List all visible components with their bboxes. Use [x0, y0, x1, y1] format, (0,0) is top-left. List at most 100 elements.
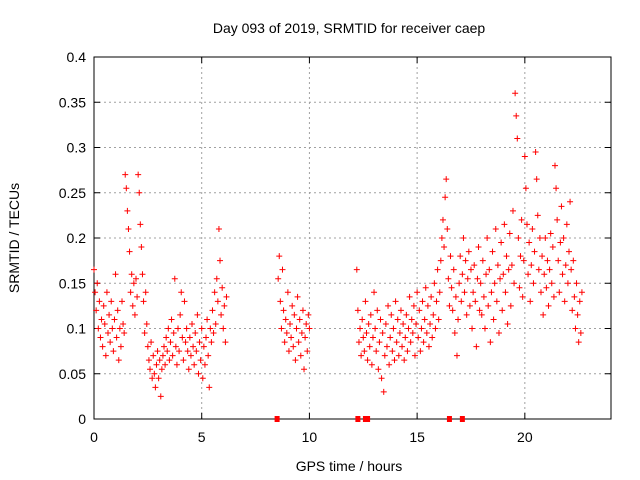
- data-point: [220, 325, 227, 332]
- data-point: [297, 352, 304, 359]
- data-point: [484, 235, 491, 241]
- data-point: [100, 302, 107, 309]
- data-point: [219, 284, 226, 291]
- data-point: [420, 339, 427, 346]
- data-point: [378, 375, 385, 382]
- zero-value-marker: [459, 416, 465, 422]
- data-point: [114, 307, 121, 314]
- data-point: [400, 320, 407, 327]
- data-point: [560, 235, 567, 241]
- data-point: [107, 339, 114, 346]
- data-point: [441, 244, 448, 251]
- data-point: [456, 280, 463, 287]
- data-point: [553, 185, 560, 192]
- data-point: [138, 244, 145, 251]
- data-point: [155, 375, 162, 382]
- data-point: [354, 307, 361, 314]
- data-point: [203, 334, 210, 341]
- data-point: [109, 325, 116, 332]
- data-point: [200, 343, 207, 350]
- data-point: [445, 275, 452, 282]
- data-point: [459, 271, 466, 278]
- data-point: [539, 253, 546, 260]
- data-point: [417, 348, 424, 355]
- data-point: [383, 343, 390, 350]
- data-point: [481, 325, 488, 332]
- data-point: [143, 320, 150, 327]
- data-point: [438, 235, 445, 241]
- data-point: [536, 235, 543, 241]
- data-point: [178, 289, 185, 296]
- data-point: [567, 198, 574, 205]
- data-point: [135, 171, 142, 178]
- data-point: [397, 307, 404, 314]
- data-point: [465, 248, 472, 255]
- data-point: [556, 289, 563, 296]
- x-tick-label: 5: [198, 429, 206, 445]
- data-point: [436, 289, 443, 296]
- data-point: [190, 343, 197, 350]
- data-point: [139, 271, 146, 278]
- data-point: [275, 275, 282, 282]
- data-point: [152, 384, 159, 391]
- data-point: [545, 302, 552, 309]
- data-point: [179, 334, 186, 341]
- data-point: [213, 275, 220, 282]
- data-point: [111, 316, 118, 323]
- data-point: [571, 293, 578, 300]
- data-point: [475, 244, 482, 251]
- data-point: [136, 189, 143, 196]
- x-tick-label: 0: [90, 429, 98, 445]
- data-point: [290, 343, 297, 350]
- data-point: [520, 257, 527, 264]
- data-point: [124, 207, 131, 214]
- data-point: [385, 302, 392, 309]
- data-point: [504, 320, 511, 327]
- data-point: [198, 325, 205, 332]
- data-point: [222, 339, 229, 346]
- data-point: [357, 325, 364, 332]
- data-point: [283, 330, 290, 337]
- data-point: [161, 343, 168, 350]
- data-point: [166, 357, 173, 364]
- data-point: [494, 262, 501, 269]
- data-point: [516, 284, 523, 291]
- data-point: [296, 316, 303, 323]
- data-point: [201, 361, 208, 368]
- data-point: [477, 280, 484, 287]
- data-point: [432, 325, 439, 332]
- zero-value-marker: [446, 416, 452, 422]
- data-point: [508, 262, 515, 269]
- data-point: [428, 293, 435, 300]
- data-point: [117, 343, 124, 350]
- data-point: [382, 320, 389, 327]
- data-point: [533, 176, 540, 183]
- data-point: [285, 348, 292, 355]
- data-point: [478, 311, 485, 318]
- data-point: [126, 248, 133, 255]
- data-point: [175, 325, 182, 332]
- x-axis-title: GPS time / hours: [296, 458, 403, 474]
- data-point: [134, 293, 141, 300]
- data-point: [381, 352, 388, 359]
- data-point: [541, 271, 548, 278]
- data-point: [495, 330, 502, 337]
- data-point: [503, 253, 510, 260]
- y-tick-label: 0.35: [59, 94, 86, 110]
- data-point: [393, 339, 400, 346]
- data-point: [192, 330, 199, 337]
- data-point: [359, 316, 366, 323]
- data-point: [277, 298, 284, 305]
- axis-ticks: [93, 56, 611, 420]
- data-point: [301, 366, 308, 373]
- data-point: [375, 366, 382, 373]
- y-tick-label: 0.3: [67, 140, 87, 156]
- data-point: [449, 307, 456, 314]
- data-point: [431, 280, 438, 287]
- data-point: [171, 275, 178, 282]
- data-point: [562, 262, 569, 269]
- data-point: [429, 334, 436, 341]
- data-point: [423, 330, 430, 337]
- data-point: [358, 352, 365, 359]
